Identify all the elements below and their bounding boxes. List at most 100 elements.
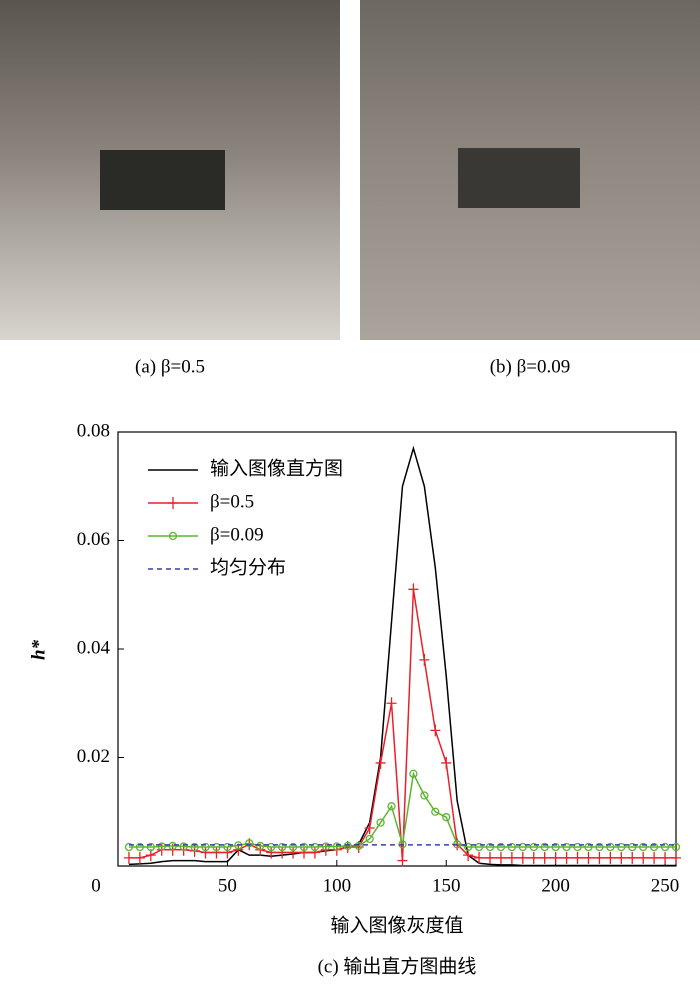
point bbox=[431, 807, 440, 816]
point bbox=[485, 851, 495, 864]
y-tick-label: 0.06 bbox=[77, 529, 110, 550]
point bbox=[517, 851, 528, 864]
caption: (a) β=0.5 bbox=[135, 356, 205, 377]
point bbox=[354, 841, 363, 851]
point bbox=[190, 842, 199, 852]
point bbox=[474, 842, 484, 852]
point bbox=[212, 842, 221, 852]
series-line bbox=[128, 445, 676, 867]
point bbox=[551, 842, 560, 852]
point bbox=[375, 756, 386, 769]
point bbox=[222, 846, 233, 859]
plot-frame bbox=[117, 431, 677, 867]
point bbox=[529, 842, 538, 852]
x-tick-label: 100 bbox=[323, 875, 352, 896]
point bbox=[528, 851, 539, 864]
point bbox=[573, 842, 582, 852]
point bbox=[518, 842, 527, 852]
legend-label: 均匀分布 bbox=[210, 556, 286, 578]
y-tick-label: 0.08 bbox=[77, 420, 110, 441]
point bbox=[627, 851, 638, 864]
point bbox=[606, 842, 615, 852]
point bbox=[419, 653, 430, 666]
point bbox=[309, 846, 320, 859]
point bbox=[616, 851, 627, 864]
x-tick-label: 250 bbox=[651, 875, 680, 896]
legend-marker bbox=[168, 497, 178, 509]
point bbox=[584, 842, 593, 852]
point bbox=[441, 756, 452, 769]
x-tick-label: 0 bbox=[91, 875, 101, 896]
point bbox=[463, 842, 473, 852]
point bbox=[321, 842, 331, 851]
point bbox=[397, 854, 408, 867]
point bbox=[617, 842, 626, 852]
point bbox=[343, 841, 352, 851]
point bbox=[496, 842, 506, 852]
point bbox=[157, 842, 166, 851]
point bbox=[179, 842, 188, 851]
point bbox=[474, 851, 485, 864]
point bbox=[134, 851, 145, 864]
y-tick-label: 0.02 bbox=[77, 746, 110, 767]
series-line bbox=[128, 771, 676, 848]
point bbox=[310, 842, 320, 852]
point bbox=[124, 842, 134, 852]
point bbox=[507, 842, 517, 852]
legend-label: β=0.09 bbox=[210, 524, 264, 545]
caption: (b) β=0.09 bbox=[490, 356, 571, 377]
point bbox=[639, 842, 648, 852]
point bbox=[561, 851, 572, 864]
point bbox=[277, 842, 287, 852]
point bbox=[277, 846, 288, 859]
point bbox=[539, 851, 550, 864]
point bbox=[288, 842, 298, 852]
point bbox=[671, 851, 681, 864]
point bbox=[649, 842, 659, 852]
legend-label: β=0.5 bbox=[210, 491, 254, 512]
point bbox=[605, 851, 616, 864]
point bbox=[168, 841, 177, 851]
point bbox=[495, 851, 506, 864]
point bbox=[660, 851, 671, 864]
point bbox=[299, 846, 309, 859]
point bbox=[365, 834, 374, 844]
point bbox=[430, 724, 441, 737]
point bbox=[540, 842, 549, 852]
point bbox=[409, 769, 418, 778]
point bbox=[420, 791, 429, 800]
point bbox=[572, 851, 583, 864]
point bbox=[223, 842, 232, 852]
x-tick-label: 200 bbox=[541, 875, 570, 896]
vehicle bbox=[458, 148, 580, 208]
legend-marker bbox=[168, 531, 178, 541]
point bbox=[288, 846, 299, 859]
point bbox=[256, 841, 265, 851]
point bbox=[628, 842, 637, 852]
point bbox=[506, 851, 517, 864]
point bbox=[299, 842, 309, 852]
point bbox=[442, 813, 451, 822]
y-tick-label: 0.04 bbox=[77, 637, 111, 658]
point bbox=[245, 839, 254, 848]
point bbox=[671, 842, 681, 852]
point bbox=[408, 583, 419, 596]
point bbox=[594, 851, 605, 864]
x-tick-label: 50 bbox=[218, 875, 237, 896]
point bbox=[386, 697, 397, 710]
point bbox=[485, 842, 495, 852]
point bbox=[201, 842, 210, 852]
legend-label: 输入图像直方图 bbox=[210, 457, 343, 479]
point bbox=[638, 851, 649, 864]
point bbox=[550, 851, 561, 864]
point bbox=[211, 846, 222, 859]
point bbox=[266, 846, 277, 859]
point bbox=[200, 846, 211, 859]
point bbox=[649, 851, 660, 864]
x-tick-label: 150 bbox=[432, 875, 461, 896]
point bbox=[595, 842, 604, 852]
caption: (c) 输出直方图曲线 bbox=[318, 955, 477, 977]
point bbox=[660, 842, 670, 852]
x-axis-label: 输入图像灰度值 bbox=[330, 914, 463, 936]
